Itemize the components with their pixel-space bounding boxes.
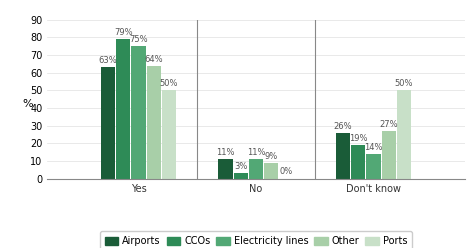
Text: 26%: 26% xyxy=(334,122,352,131)
Text: 63%: 63% xyxy=(99,56,117,65)
Bar xyxy=(101,67,115,179)
Bar xyxy=(264,163,278,179)
Bar xyxy=(366,154,381,179)
Bar xyxy=(382,131,396,179)
Legend: Airports, CCOs, Electricity lines, Other, Ports: Airports, CCOs, Electricity lines, Other… xyxy=(100,231,412,248)
Text: 14%: 14% xyxy=(364,143,383,152)
Bar xyxy=(234,173,248,179)
Text: 19%: 19% xyxy=(349,134,367,143)
Text: 3%: 3% xyxy=(234,162,247,171)
Bar xyxy=(249,159,263,179)
Text: 75%: 75% xyxy=(129,35,148,44)
Bar xyxy=(162,90,176,179)
Text: 64%: 64% xyxy=(145,55,163,63)
Text: 50%: 50% xyxy=(160,79,178,88)
Bar xyxy=(397,90,411,179)
Bar xyxy=(116,39,130,179)
Text: 0%: 0% xyxy=(280,167,293,176)
Text: 27%: 27% xyxy=(379,120,398,129)
Bar xyxy=(351,145,365,179)
Bar xyxy=(336,133,350,179)
Text: 9%: 9% xyxy=(264,152,278,160)
Text: 50%: 50% xyxy=(395,79,413,88)
Text: 11%: 11% xyxy=(216,148,235,157)
Y-axis label: %: % xyxy=(22,99,33,109)
Bar xyxy=(219,159,233,179)
Text: 79%: 79% xyxy=(114,28,133,37)
Bar xyxy=(146,66,161,179)
Text: 11%: 11% xyxy=(246,148,265,157)
Bar xyxy=(131,46,146,179)
